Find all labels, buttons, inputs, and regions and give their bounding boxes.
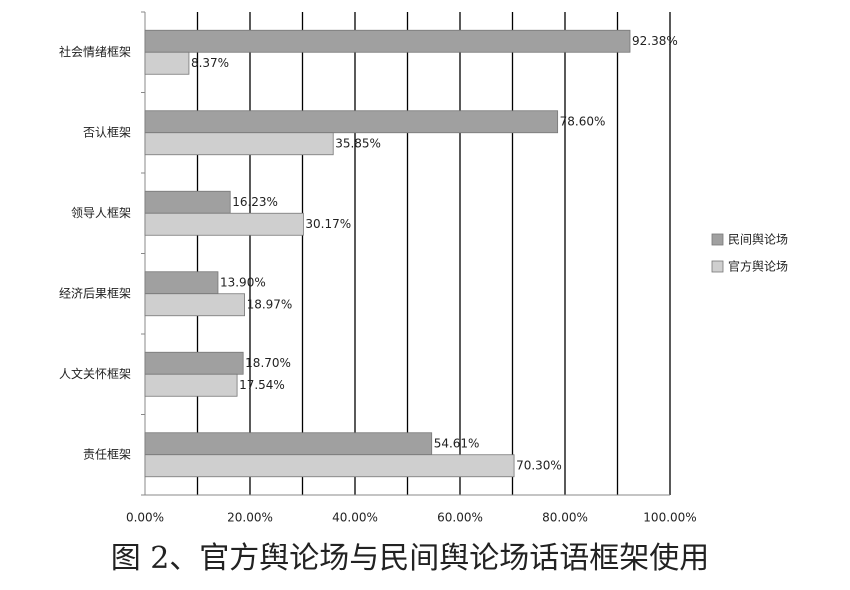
value-label: 54.61% — [434, 436, 480, 450]
bar — [144, 51, 190, 75]
x-tick-label: 20.00% — [227, 511, 273, 525]
y-tick-label: 经济后果框架 — [59, 285, 131, 300]
bar — [144, 212, 304, 236]
bar — [144, 110, 559, 134]
bar — [144, 351, 244, 375]
bar — [144, 454, 515, 478]
value-label: 17.54% — [239, 378, 285, 392]
bar — [144, 373, 238, 397]
legend-label: 民间舆论场 — [728, 232, 788, 247]
value-label: 70.30% — [516, 458, 562, 472]
x-tick-label: 80.00% — [542, 511, 588, 525]
y-tick-label: 领导人框架 — [71, 206, 131, 220]
bar — [144, 271, 219, 295]
bar — [144, 190, 231, 214]
legend-swatch — [711, 233, 724, 246]
bar — [144, 293, 245, 317]
bar — [144, 432, 433, 456]
y-tick-label: 人文关怀框架 — [59, 366, 131, 381]
y-tick-label: 社会情绪框架 — [59, 44, 131, 59]
x-tick-label: 0.00% — [126, 511, 164, 525]
value-label: 8.37% — [191, 56, 229, 70]
legend-swatch — [711, 260, 724, 273]
value-label: 78.60% — [560, 114, 606, 128]
value-label: 13.90% — [220, 275, 266, 289]
x-tick-label: 60.00% — [437, 511, 483, 525]
value-label: 30.17% — [305, 217, 351, 231]
x-tick-label: 100.00% — [643, 511, 696, 525]
chart-caption: 图 2、官方舆论场与民间舆论场话语框架使用 — [111, 541, 710, 576]
value-label: 35.85% — [335, 136, 381, 150]
y-tick-label: 责任框架 — [83, 447, 131, 461]
value-label: 16.23% — [232, 195, 278, 209]
value-label: 18.97% — [247, 297, 293, 311]
y-tick-label: 否认框架 — [83, 125, 131, 139]
value-label: 18.70% — [245, 356, 291, 370]
x-tick-label: 40.00% — [332, 511, 378, 525]
bar — [144, 29, 631, 53]
value-label: 92.38% — [632, 34, 678, 48]
legend-label: 官方舆论场 — [728, 259, 788, 274]
bar — [144, 132, 334, 156]
